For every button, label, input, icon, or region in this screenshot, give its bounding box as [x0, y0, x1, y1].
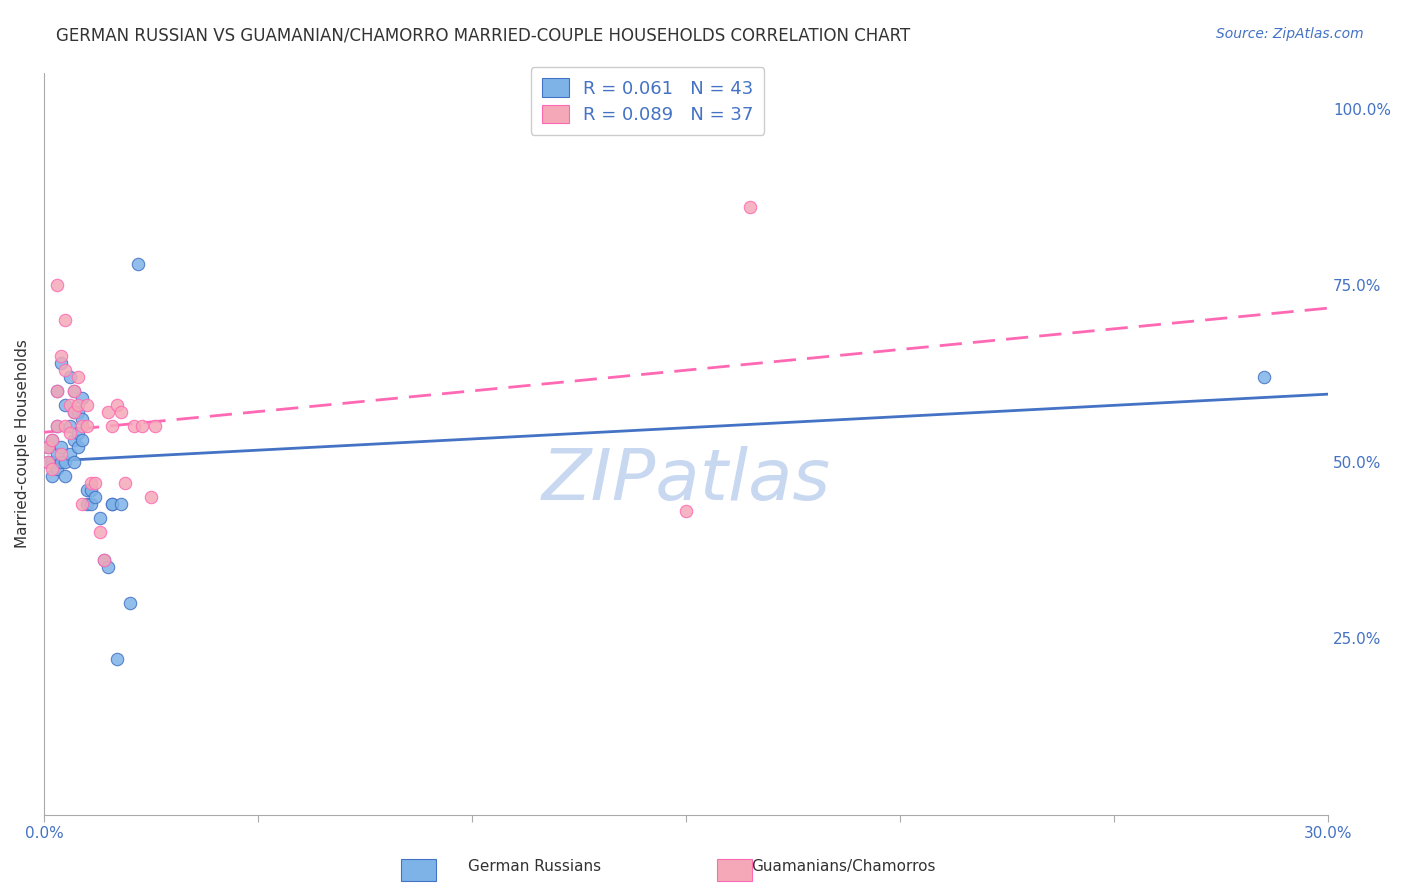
Point	[58, 369, 80, 384]
Point	[53, 468, 76, 483]
Point	[72, 497, 94, 511]
Point	[41, 454, 63, 468]
Point	[53, 419, 76, 434]
Point	[45, 384, 67, 398]
Point	[740, 200, 762, 214]
Point	[93, 553, 115, 567]
Point	[97, 560, 120, 574]
Point	[45, 461, 67, 475]
Point	[63, 454, 86, 468]
Point	[41, 468, 63, 483]
Point	[49, 356, 72, 370]
Point	[37, 441, 59, 455]
Point	[49, 447, 72, 461]
Point	[80, 497, 103, 511]
Point	[49, 454, 72, 468]
Point	[139, 490, 162, 504]
Point	[45, 278, 67, 293]
Point	[63, 384, 86, 398]
Point	[63, 434, 86, 448]
Point	[675, 504, 697, 518]
Point	[93, 553, 115, 567]
Point	[80, 475, 103, 490]
Point	[58, 426, 80, 441]
Point	[41, 461, 63, 475]
Point	[122, 419, 145, 434]
Point	[67, 369, 90, 384]
Point	[49, 349, 72, 363]
Point	[45, 384, 67, 398]
Point	[45, 419, 67, 434]
Point	[110, 405, 132, 419]
Point	[84, 490, 107, 504]
Point	[53, 313, 76, 327]
Point	[89, 525, 111, 540]
Point	[76, 497, 98, 511]
Point	[37, 441, 59, 455]
Point	[105, 398, 128, 412]
Point	[49, 441, 72, 455]
Legend: R = 0.061   N = 43, R = 0.089   N = 37: R = 0.061 N = 43, R = 0.089 N = 37	[530, 68, 765, 135]
Point	[143, 419, 166, 434]
Point	[127, 257, 149, 271]
Point	[63, 405, 86, 419]
Point	[67, 426, 90, 441]
Point	[58, 419, 80, 434]
Point	[67, 441, 90, 455]
Point	[101, 419, 124, 434]
Point	[118, 596, 141, 610]
Point	[76, 483, 98, 497]
Point	[37, 454, 59, 468]
Point	[67, 405, 90, 419]
Point	[80, 483, 103, 497]
Point	[97, 405, 120, 419]
Point	[101, 497, 124, 511]
Text: German Russians: German Russians	[468, 859, 600, 874]
Point	[84, 475, 107, 490]
Point	[76, 419, 98, 434]
Text: ZIPatlas: ZIPatlas	[541, 446, 831, 516]
Text: Source: ZipAtlas.com: Source: ZipAtlas.com	[1216, 27, 1364, 41]
Point	[41, 434, 63, 448]
Point	[67, 398, 90, 412]
Point	[72, 391, 94, 405]
Point	[41, 434, 63, 448]
Point	[131, 419, 153, 434]
Point	[45, 419, 67, 434]
Point	[53, 454, 76, 468]
Point	[76, 398, 98, 412]
Point	[72, 412, 94, 426]
Point	[105, 652, 128, 666]
Point	[58, 447, 80, 461]
Point	[101, 497, 124, 511]
Point	[37, 454, 59, 468]
Point	[1253, 369, 1275, 384]
Text: GERMAN RUSSIAN VS GUAMANIAN/CHAMORRO MARRIED-COUPLE HOUSEHOLDS CORRELATION CHART: GERMAN RUSSIAN VS GUAMANIAN/CHAMORRO MAR…	[56, 27, 911, 45]
Point	[45, 447, 67, 461]
Point	[58, 398, 80, 412]
Point	[72, 434, 94, 448]
Point	[110, 497, 132, 511]
Point	[114, 475, 136, 490]
Point	[63, 384, 86, 398]
Point	[72, 419, 94, 434]
Point	[53, 398, 76, 412]
Point	[89, 511, 111, 525]
Point	[63, 405, 86, 419]
Point	[53, 363, 76, 377]
Y-axis label: Married-couple Households: Married-couple Households	[15, 340, 30, 549]
Text: Guamanians/Chamorros: Guamanians/Chamorros	[751, 859, 936, 874]
